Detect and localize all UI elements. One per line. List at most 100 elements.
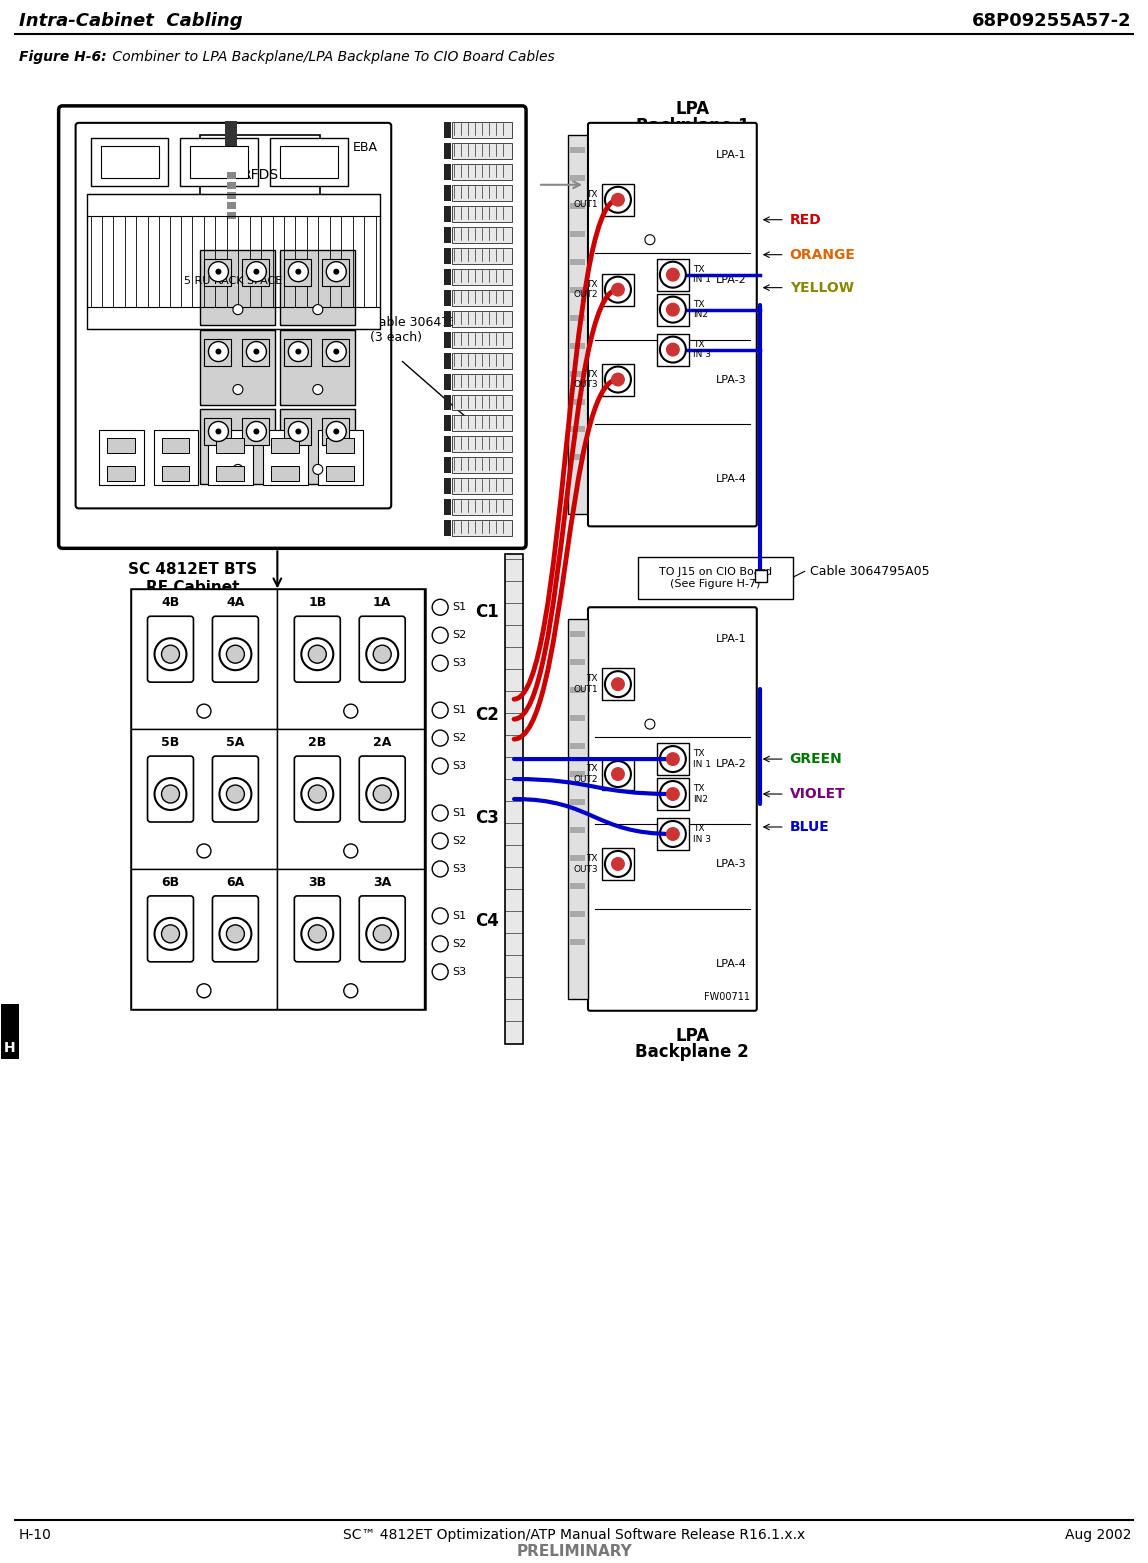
Text: LPA-2: LPA-2 <box>716 275 747 284</box>
Bar <box>204 259 232 286</box>
Circle shape <box>660 336 685 363</box>
Text: TX
IN2: TX IN2 <box>693 785 708 803</box>
Circle shape <box>605 277 631 303</box>
Bar <box>180 138 258 186</box>
Bar <box>571 855 585 861</box>
Circle shape <box>326 261 347 281</box>
Circle shape <box>309 925 326 942</box>
Text: EBA: EBA <box>354 141 378 153</box>
Text: 4A: 4A <box>226 596 245 610</box>
Bar <box>452 478 512 494</box>
Bar <box>452 247 512 264</box>
Bar <box>452 458 512 474</box>
Text: Figure H-6:: Figure H-6: <box>18 50 107 64</box>
Circle shape <box>611 677 625 691</box>
FancyBboxPatch shape <box>212 896 258 961</box>
Bar <box>571 370 585 377</box>
Circle shape <box>209 422 228 441</box>
Circle shape <box>309 785 326 803</box>
FancyBboxPatch shape <box>212 616 258 681</box>
Bar <box>242 259 270 286</box>
Circle shape <box>611 283 625 297</box>
FancyBboxPatch shape <box>76 123 391 508</box>
Text: ETIB: ETIB <box>201 230 228 242</box>
Text: GREEN: GREEN <box>790 752 843 766</box>
Bar <box>227 202 236 209</box>
Circle shape <box>660 821 685 847</box>
Text: TX
IN 1: TX IN 1 <box>693 266 711 284</box>
Text: SC™ 4812ET Optimization/ATP Manual Software Release R16.1.x.x: SC™ 4812ET Optimization/ATP Manual Softw… <box>343 1529 805 1543</box>
Text: S2: S2 <box>452 733 466 742</box>
Text: TX
IN 1: TX IN 1 <box>693 749 711 769</box>
Bar <box>201 250 276 325</box>
Bar <box>444 227 451 242</box>
Text: LPA-1: LPA-1 <box>716 635 747 644</box>
Circle shape <box>288 342 309 361</box>
Bar <box>444 416 451 431</box>
Text: S2: S2 <box>452 939 466 949</box>
Bar <box>444 206 451 222</box>
Circle shape <box>432 861 448 877</box>
FancyBboxPatch shape <box>148 756 194 822</box>
Text: YELLOW: YELLOW <box>790 281 854 295</box>
Bar <box>285 339 311 366</box>
Circle shape <box>666 267 680 281</box>
Text: TX
OUT3: TX OUT3 <box>573 370 598 389</box>
Circle shape <box>254 428 259 435</box>
Bar <box>571 286 585 292</box>
Circle shape <box>233 305 243 314</box>
Text: TX
OUT2: TX OUT2 <box>574 764 598 783</box>
Bar <box>571 231 585 236</box>
Bar <box>452 353 512 369</box>
Circle shape <box>432 730 448 746</box>
Bar <box>131 869 278 1008</box>
Bar <box>571 399 585 405</box>
Bar <box>227 211 236 219</box>
Bar <box>602 758 634 789</box>
Circle shape <box>611 192 625 206</box>
Bar <box>209 430 254 486</box>
Text: S3: S3 <box>452 658 466 669</box>
Bar <box>271 466 300 481</box>
Bar <box>505 555 523 1044</box>
Bar <box>602 667 634 700</box>
Text: C1: C1 <box>475 603 499 621</box>
Text: C4: C4 <box>475 911 499 930</box>
Bar <box>444 520 451 536</box>
Circle shape <box>197 844 211 858</box>
Circle shape <box>155 638 186 671</box>
Circle shape <box>605 850 631 877</box>
Bar <box>91 138 169 186</box>
Circle shape <box>645 719 654 728</box>
Circle shape <box>333 269 340 275</box>
Circle shape <box>333 349 340 355</box>
Bar <box>242 339 270 366</box>
Bar <box>571 342 585 349</box>
Circle shape <box>611 372 625 386</box>
Bar <box>86 194 380 328</box>
Circle shape <box>197 705 211 717</box>
Circle shape <box>666 788 680 800</box>
Circle shape <box>226 646 245 663</box>
Bar <box>285 259 311 286</box>
Text: 2B: 2B <box>308 736 326 749</box>
Text: LPA-3: LPA-3 <box>716 860 747 869</box>
Bar <box>131 589 425 1008</box>
Bar <box>444 289 451 306</box>
Circle shape <box>605 761 631 788</box>
FancyBboxPatch shape <box>212 756 258 822</box>
Bar <box>191 145 248 178</box>
FancyBboxPatch shape <box>359 756 405 822</box>
Circle shape <box>432 627 448 644</box>
Circle shape <box>216 269 222 275</box>
Bar <box>444 500 451 516</box>
Text: S3: S3 <box>452 967 466 977</box>
Bar <box>571 660 585 666</box>
Circle shape <box>295 269 301 275</box>
Bar <box>452 394 512 411</box>
Circle shape <box>301 778 333 810</box>
Circle shape <box>155 917 186 950</box>
Text: 1A: 1A <box>373 596 391 610</box>
Text: 5 RU RACK SPACE: 5 RU RACK SPACE <box>185 277 282 286</box>
Circle shape <box>309 646 326 663</box>
